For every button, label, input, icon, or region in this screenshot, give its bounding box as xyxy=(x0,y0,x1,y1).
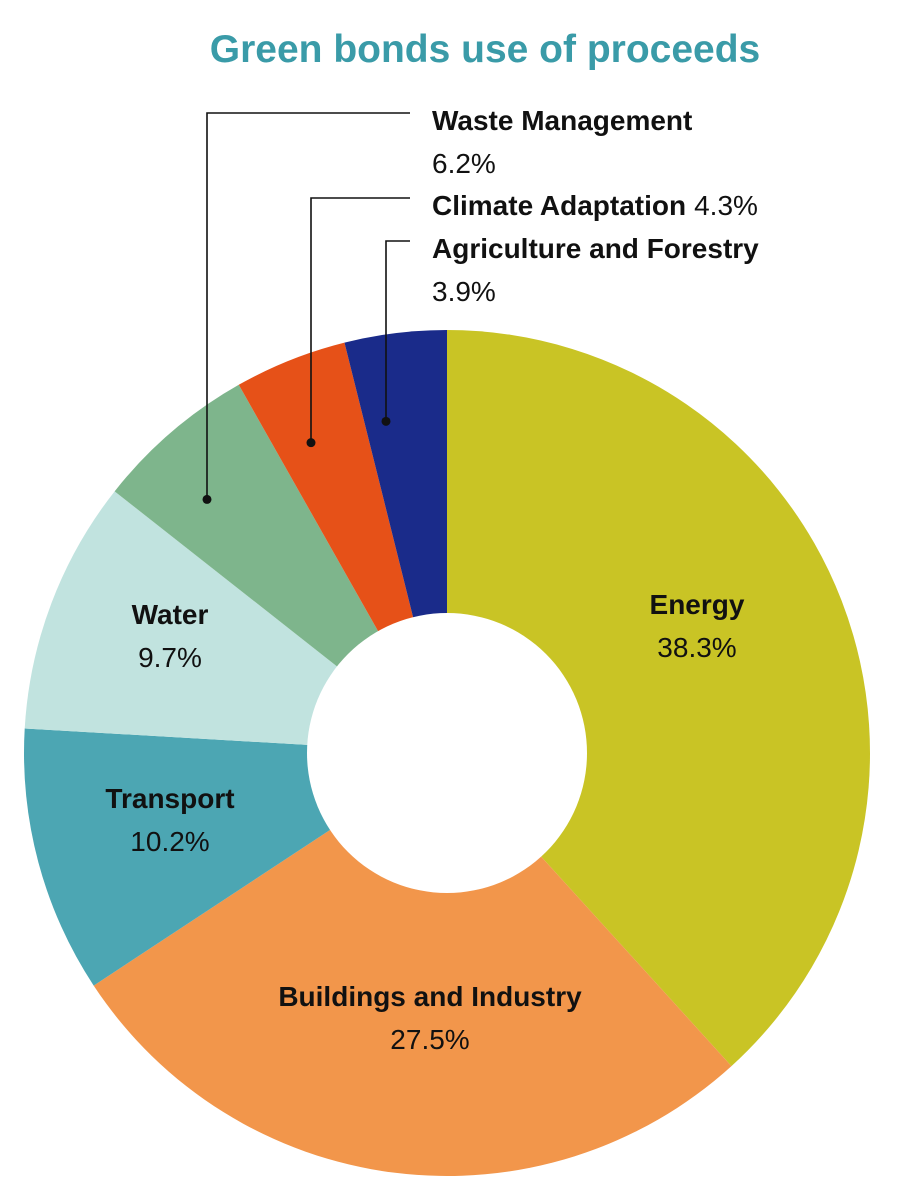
label-value-buildings-and-industry: 27.5% xyxy=(390,1024,469,1055)
slice-buildings-and-industry xyxy=(93,753,732,1176)
label-name-agriculture-and-forestry: Agriculture and Forestry xyxy=(432,233,759,264)
label-value-transport: 10.2% xyxy=(130,826,209,857)
chart-title: Green bonds use of proceeds xyxy=(210,28,760,71)
leader-line-climate-adaptation xyxy=(310,197,410,443)
labels-layer: Energy 38.3% Buildings and Industry 27.5% Tr… xyxy=(105,105,759,1055)
donut-hole xyxy=(307,613,587,893)
slice-energy xyxy=(447,330,871,1067)
label-value-climate-adaptation: 4.3% xyxy=(694,190,758,221)
leader-lines-layer xyxy=(202,112,410,504)
label-name-energy: Energy xyxy=(650,589,745,620)
leader-dot-waste-management xyxy=(202,494,212,504)
label-name-transport: Transport xyxy=(105,783,234,814)
leader-line-agriculture-and-forestry xyxy=(385,240,410,422)
leader-dot-agriculture-and-forestry xyxy=(381,416,391,426)
label-value-water: 9.7% xyxy=(138,642,202,673)
label-name-buildings-and-industry: Buildings and Industry xyxy=(278,981,582,1012)
label-value-agriculture-and-forestry: 3.9% xyxy=(432,276,496,307)
leader-dot-climate-adaptation xyxy=(306,438,316,448)
label-name-water: Water xyxy=(132,599,209,630)
label-name-climate-adaptation: Climate Adaptation xyxy=(432,190,686,221)
label-name-waste-management: Waste Management xyxy=(432,105,692,136)
label-value-waste-management: 6.2% xyxy=(432,148,496,179)
leader-line-waste-management xyxy=(206,112,410,500)
label-value-energy: 38.3% xyxy=(657,632,736,663)
